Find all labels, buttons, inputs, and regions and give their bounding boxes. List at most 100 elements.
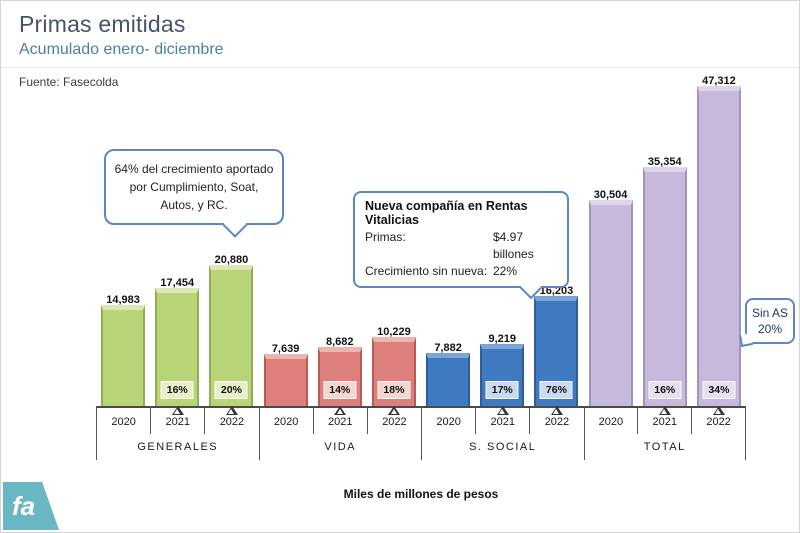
- bar-s-social-2020: 7,882: [426, 342, 471, 406]
- chart-group-vida: 7,639 8,682 14% 10,229 18% 2020 2021 2022 VIDA: [258, 86, 421, 460]
- delta-marker-icon: [712, 406, 725, 415]
- growth-label: 17%: [485, 381, 519, 399]
- logo-text: fa: [12, 490, 36, 521]
- bar-generales-2020: 14,983: [101, 294, 146, 406]
- year-tick-2021: 2021: [314, 406, 368, 434]
- bar-total-2020: 30,504: [588, 189, 633, 406]
- delta-marker-icon: [658, 406, 671, 415]
- year-label: 2020: [598, 416, 624, 428]
- bar-column: 35,354 16%: [638, 86, 692, 406]
- chart-group-s-social: 7,882 9,219 17% 16,203 76% 2020 2021 2022 S. SOC…: [421, 86, 584, 460]
- year-tick-2022: 2022: [205, 406, 258, 434]
- row-value: 22%: [493, 263, 518, 278]
- year-row: 2020 2021 2022: [259, 406, 421, 434]
- value-label: 30,504: [593, 189, 628, 201]
- bar-chart: 14,983 17,454 16% 20,880 20% 2020 2021 2022 GENE…: [96, 75, 747, 460]
- year-tick-2021: 2021: [638, 406, 693, 434]
- growth-label: 18%: [377, 381, 411, 399]
- bar-vida-2020: 7,639: [263, 343, 308, 406]
- delta-marker-icon: [171, 406, 184, 415]
- year-label: 2021: [328, 416, 353, 428]
- bar-column: 7,639: [259, 86, 313, 406]
- chart-group-total: 30,504 35,354 16% 47,312 34% 2020 2021 2022 TOTA…: [583, 75, 747, 460]
- bar-s-social-2022: 16,203 76%: [534, 285, 579, 406]
- growth-label: 14%: [323, 381, 357, 399]
- callout-rentas-row: Crecimiento sin nueva: 22%: [365, 263, 557, 280]
- header: Primas emitidas Acumulado enero- diciemb…: [1, 1, 799, 68]
- delta-marker-icon: [550, 406, 563, 415]
- bar-column: 47,312 34%: [692, 75, 746, 406]
- year-row: 2020 2021 2022: [97, 406, 259, 434]
- value-label: 9,219: [488, 333, 517, 345]
- axis-bottom: 2020 2021 2022 VIDA: [258, 406, 421, 460]
- callout-rentas-vitalicias: Nueva compañía en Rentas Vitalicias Prim…: [353, 191, 569, 300]
- year-label: 2020: [436, 416, 461, 428]
- fasecolda-logo: fa: [3, 482, 59, 530]
- axis-bottom: 2020 2021 2022 TOTAL: [583, 406, 746, 460]
- year-label: 2022: [382, 416, 407, 428]
- year-label: 2021: [652, 416, 677, 428]
- callout-generales: 64% del crecimiento aportado por Cumplim…: [104, 149, 284, 238]
- callout-sin-as-line2: 20%: [757, 322, 783, 337]
- value-label: 10,229: [377, 326, 411, 338]
- year-tick-2022: 2022: [692, 406, 745, 434]
- growth-label: 16%: [648, 381, 682, 399]
- delta-marker-icon: [225, 406, 238, 415]
- bar-column: 7,882: [421, 86, 475, 406]
- year-label: 2020: [273, 416, 299, 428]
- group-label: VIDA: [324, 441, 357, 453]
- bar-column: 16,203 76%: [529, 86, 583, 406]
- value-label: 47,312: [702, 75, 736, 87]
- value-label: 20,880: [214, 254, 249, 266]
- year-row: 2020 2021 2022: [584, 406, 745, 434]
- bar-column: 30,504: [584, 86, 638, 406]
- bar-row: 7,882 9,219 17% 16,203 76%: [421, 86, 584, 406]
- value-label: 7,882: [434, 342, 462, 354]
- growth-label: 20%: [214, 381, 248, 399]
- growth-label: 16%: [160, 381, 194, 399]
- bar-column: 9,219 17%: [475, 86, 529, 406]
- group-label: TOTAL: [643, 441, 686, 453]
- group-label: S. SOCIAL: [469, 441, 537, 453]
- value-label: 17,454: [160, 277, 195, 289]
- delta-marker-icon: [496, 406, 509, 415]
- growth-label: 76%: [539, 381, 573, 399]
- callout-rentas-title: Nueva compañía en Rentas Vitalicias: [365, 199, 528, 227]
- year-tick-2022: 2022: [368, 406, 421, 434]
- bar-total-2022: 47,312 34%: [696, 75, 741, 406]
- callout-tail: [739, 333, 753, 348]
- row-label: Crecimiento sin nueva:: [365, 263, 488, 278]
- chart-groups: 14,983 17,454 16% 20,880 20% 2020 2021 2022 GENE…: [96, 75, 747, 460]
- axis-bottom: 2020 2021 2022 S. SOCIAL: [421, 406, 584, 460]
- year-tick-2020: 2020: [97, 408, 152, 434]
- bar-generales-2022: 20,880 20%: [209, 254, 254, 406]
- bar-total-2021: 35,354 16%: [642, 156, 687, 406]
- bar-vida-2022: 10,229 18%: [371, 326, 416, 406]
- bar-row: 30,504 35,354 16% 47,312 34%: [584, 75, 747, 406]
- bar-column: 20,880 20%: [204, 86, 258, 406]
- axis-bottom: 2020 2021 2022 GENERALES: [96, 406, 259, 460]
- group-label: GENERALES: [137, 441, 219, 453]
- year-tick-2020: 2020: [585, 408, 639, 434]
- year-tick-2020: 2020: [422, 408, 477, 434]
- source-note: Fuente: Fasecolda: [19, 75, 119, 89]
- bar-column: 10,229 18%: [367, 86, 421, 406]
- value-label: 14,983: [106, 294, 140, 306]
- growth-label: 34%: [702, 381, 736, 399]
- row-label: Primas:: [365, 230, 406, 244]
- bar-generales-2021: 17,454 16%: [155, 277, 200, 406]
- bar-column: 8,682 14%: [313, 86, 367, 406]
- year-label: 2021: [165, 416, 190, 428]
- callout-generales-text: 64% del crecimiento aportado por Cumplim…: [114, 162, 274, 212]
- bar-row: 14,983 17,454 16% 20,880 20%: [96, 86, 259, 406]
- delta-marker-icon: [334, 406, 347, 415]
- callout-rentas-row: Primas: $4.97 billones: [365, 229, 557, 263]
- year-row: 2020 2021 2022: [422, 406, 584, 434]
- bar-column: 14,983: [96, 86, 150, 406]
- value-label: 8,682: [325, 336, 354, 348]
- year-label: 2022: [219, 416, 245, 428]
- year-label: 2022: [544, 416, 570, 428]
- bar-column: 17,454 16%: [150, 86, 204, 406]
- axis-unit-label: Miles de millones de pesos: [343, 487, 499, 501]
